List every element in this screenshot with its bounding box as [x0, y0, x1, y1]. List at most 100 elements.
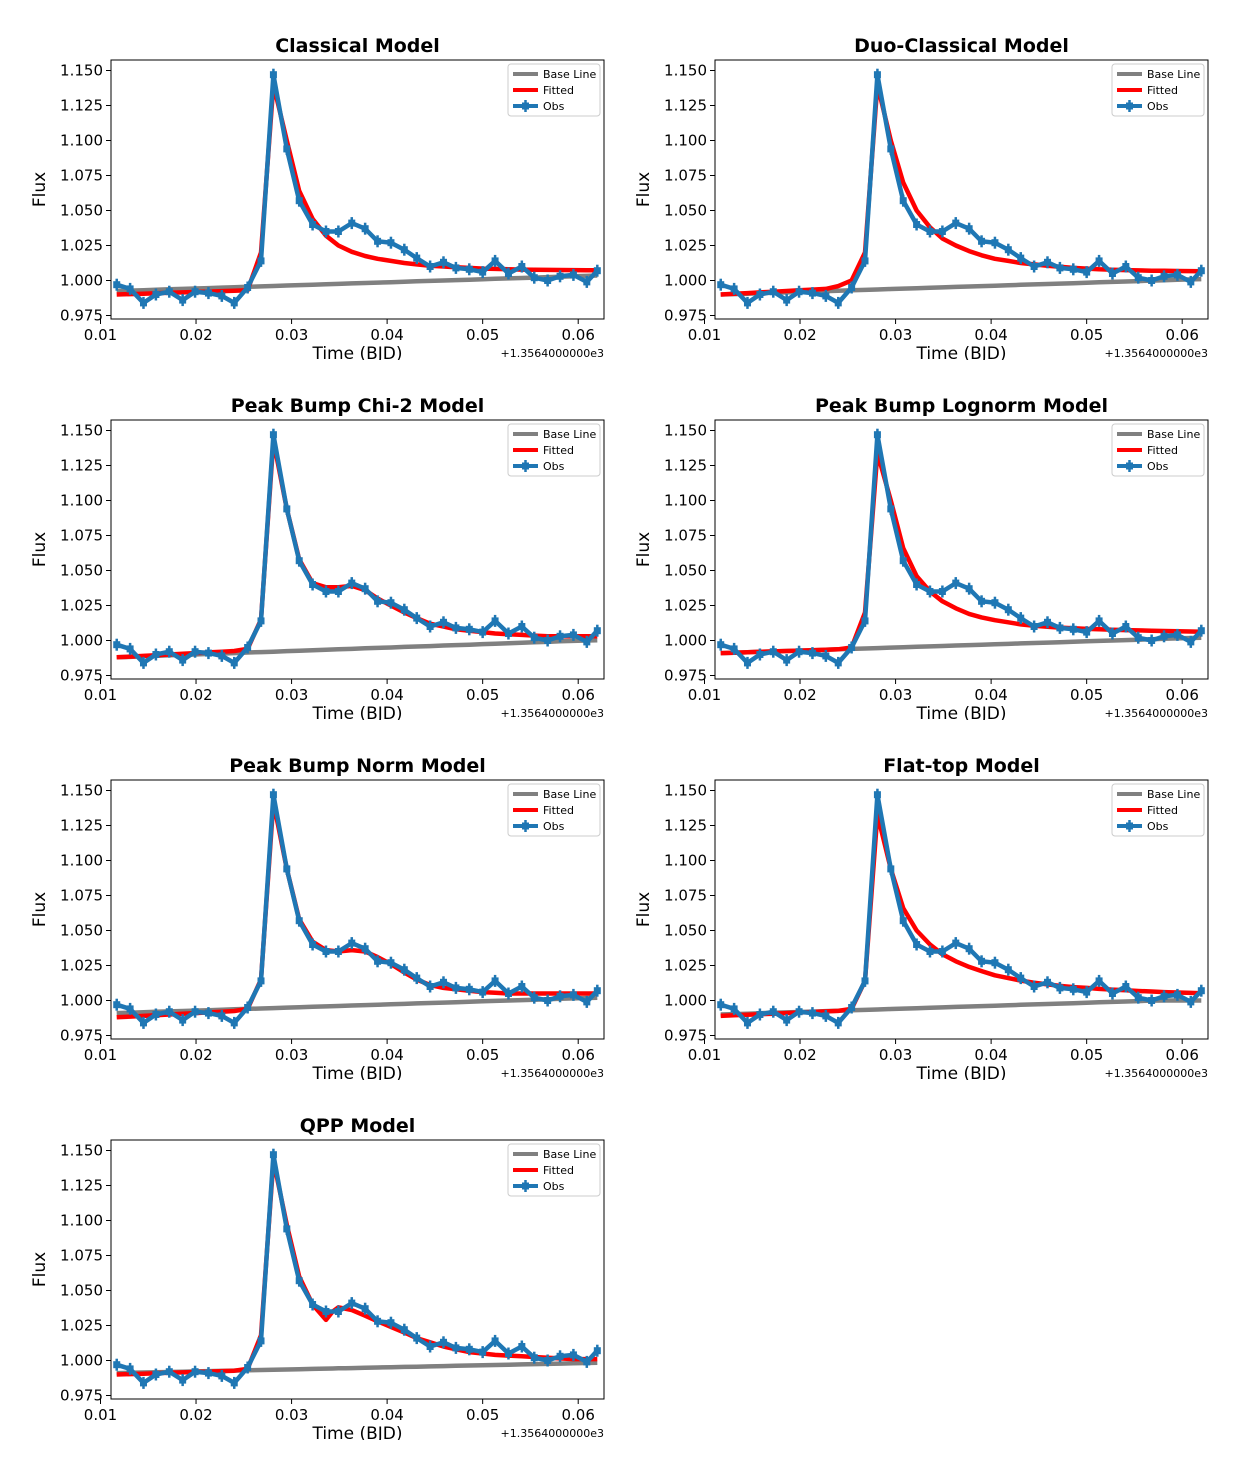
obs-point [491, 617, 499, 625]
obs-point [834, 299, 842, 307]
obs-point [783, 1016, 791, 1024]
obs-point [1134, 994, 1142, 1002]
legend-obs-label: Obs [543, 820, 565, 833]
series-group [113, 1148, 601, 1389]
chart-panel: Flat-top Model 0.01 0.02 0.03 0.04 0.05 0.06 0.… [604, 720, 1224, 1080]
x-tick-label: 0.06 [1166, 1046, 1199, 1064]
y-tick-label: 1.150 [664, 782, 707, 800]
obs-point [1083, 988, 1091, 996]
obs-point [834, 1019, 842, 1027]
obs-point [795, 648, 803, 656]
y-tick-label: 1.125 [60, 97, 103, 115]
obs-point [165, 288, 173, 296]
y-axis-label: Flux [30, 172, 50, 207]
x-tick-label: 0.04 [370, 686, 403, 704]
obs-point [965, 945, 973, 953]
obs-point [899, 557, 907, 565]
y-tick-label: 1.000 [664, 992, 707, 1010]
obs-point [887, 505, 895, 513]
x-tick-label: 0.05 [1070, 1046, 1103, 1064]
obs-point [1030, 263, 1038, 270]
obs-point [426, 263, 434, 270]
obs-point [191, 1008, 199, 1016]
obs-point [544, 1357, 552, 1364]
obs-point [218, 652, 226, 660]
obs-point [126, 285, 134, 293]
y-tick-label: 0.975 [664, 1027, 707, 1045]
obs-point [283, 1225, 291, 1233]
obs-point [1095, 257, 1103, 265]
y-tick-label: 1.025 [60, 1317, 103, 1335]
obs-point [1095, 617, 1103, 625]
obs-point [583, 638, 591, 646]
legend-box [1111, 63, 1205, 117]
obs-point [218, 292, 226, 300]
obs-point [204, 289, 212, 297]
y-tick-label: 1.100 [664, 132, 707, 150]
chart-title: Peak Bump Chi-2 Model [231, 395, 485, 417]
y-tick-label: 1.025 [60, 597, 103, 615]
chart-title: Duo-Classical Model [854, 35, 1069, 57]
y-tick-label: 1.075 [664, 167, 707, 185]
x-tick-label: 0.06 [562, 326, 595, 344]
obs-point [218, 1372, 226, 1380]
obs-point [583, 998, 591, 1006]
obs-point [569, 1351, 577, 1359]
y-tick-label: 1.100 [60, 1212, 103, 1230]
x-tick-label: 0.03 [275, 686, 308, 704]
obs-point [593, 627, 601, 635]
y-tick-label: 1.025 [664, 597, 707, 615]
y-tick-label: 1.000 [60, 1352, 103, 1370]
obs-point [204, 649, 212, 657]
obs-point [504, 1350, 512, 1357]
y-tick-label: 1.025 [664, 237, 707, 255]
baseline-line [116, 995, 598, 1016]
y-tick-label: 1.075 [60, 887, 103, 905]
y-tick-label: 1.100 [60, 852, 103, 870]
obs-point [126, 1365, 134, 1373]
obs-point [361, 225, 369, 233]
obs-point [269, 431, 277, 439]
y-tick-label: 0.975 [60, 307, 103, 325]
obs-point [743, 659, 751, 667]
y-tick-label: 1.125 [664, 817, 707, 835]
y-tick-label: 1.100 [60, 132, 103, 150]
obs-point [230, 659, 238, 667]
series-group [717, 788, 1205, 1029]
obs-point [439, 618, 447, 626]
x-axis-label: Time (BJD) [311, 1424, 402, 1440]
obs-point [1043, 618, 1051, 626]
x-tick-label: 0.06 [562, 686, 595, 704]
obs-point [1197, 627, 1205, 635]
chart-svg: Duo-Classical Model 0.01 0.02 0.03 0.04 0.05 0… [634, 35, 1209, 360]
obs-point [822, 652, 830, 660]
obs-point [1030, 983, 1038, 990]
obs-point [309, 221, 317, 228]
obs-point [413, 974, 421, 982]
x-tick-label: 0.06 [562, 1406, 595, 1424]
obs-point [873, 71, 881, 79]
obs-point [808, 1009, 816, 1017]
x-tick-label: 0.05 [466, 686, 499, 704]
obs-point [991, 959, 999, 967]
obs-point [991, 239, 999, 247]
obs-point [808, 289, 816, 297]
x-tick-label: 0.02 [179, 1046, 212, 1064]
legend: Base Line Fitted Obs [507, 783, 601, 837]
series-group [113, 788, 601, 1029]
obs-point [1056, 264, 1064, 272]
obs-point [387, 959, 395, 967]
x-offset-text: +1.3564000000e3 [1105, 347, 1208, 360]
obs-point [139, 659, 147, 667]
y-tick-label: 1.100 [60, 492, 103, 510]
obs-point [295, 197, 303, 205]
obs-point [1004, 246, 1012, 254]
obs-point [322, 588, 330, 595]
obs-point [309, 941, 317, 948]
legend-fitted-label: Fitted [543, 444, 574, 457]
obs-point [374, 597, 382, 605]
legend-box [1111, 423, 1205, 477]
obs-point [795, 1008, 803, 1016]
chart-svg: Classical Model 0.01 0.02 0.03 0.04 0.05 0.06 0… [30, 35, 605, 360]
obs-point [165, 1368, 173, 1376]
